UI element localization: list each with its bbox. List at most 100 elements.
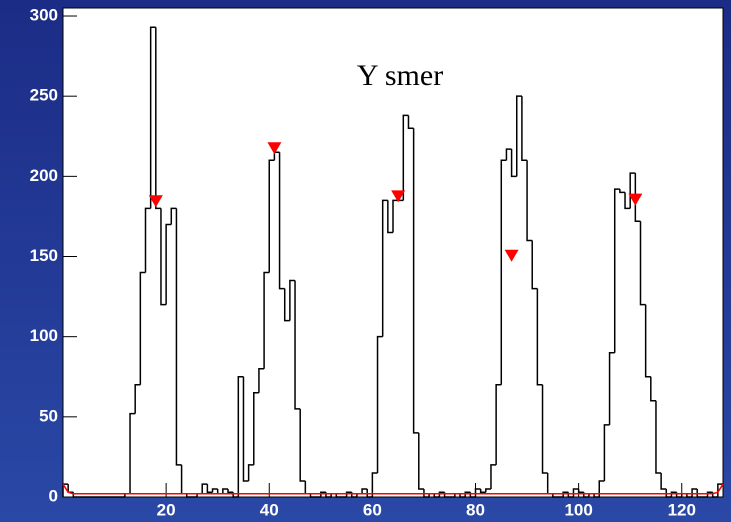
histogram-bin (608, 351, 615, 425)
histogram-bin (376, 335, 383, 473)
histogram-bin (552, 493, 558, 498)
histogram-bin (129, 412, 136, 494)
marker (391, 190, 406, 203)
histogram-bin (479, 488, 486, 493)
y-tick-label: 100 (30, 326, 58, 345)
histogram-bin (387, 200, 393, 234)
histogram-bin (505, 148, 512, 161)
y-tick-label: 200 (30, 166, 58, 185)
histogram-bin (686, 493, 693, 498)
marker (148, 195, 163, 208)
marker (628, 193, 643, 206)
histogram-bin (495, 384, 502, 465)
histogram-bin (366, 488, 373, 498)
histogram-bin (459, 493, 466, 498)
histogram-bin (402, 114, 409, 201)
histogram-bin (227, 488, 234, 493)
histogram-bin (139, 271, 146, 385)
histogram-bin (222, 488, 228, 494)
histogram-bin (490, 464, 497, 489)
histogram-bin (371, 472, 378, 497)
histogram-bin (149, 26, 156, 209)
histogram-bin (706, 491, 713, 497)
plot-area (62, 7, 724, 498)
histogram-bin (521, 96, 528, 162)
histogram-bin (541, 384, 548, 474)
histogram-bin (603, 424, 610, 481)
histogram-bin (294, 280, 301, 410)
histogram-bin (392, 199, 399, 233)
x-tick-label: 20 (157, 500, 176, 519)
histogram-bin (418, 432, 424, 490)
y-tick-label: 250 (30, 86, 58, 105)
histogram-bin (268, 159, 275, 273)
baseline-line (62, 483, 724, 495)
histogram-bin (660, 472, 667, 490)
histogram-bin (665, 488, 672, 498)
histogram-bin (237, 376, 244, 497)
histogram-bin (320, 491, 326, 497)
histogram-bin (299, 408, 306, 482)
histogram-bin (206, 484, 213, 493)
histogram-bin (577, 488, 584, 493)
histogram-bin (144, 207, 151, 273)
y-tick-label: 0 (49, 486, 58, 505)
histogram-bin (634, 173, 641, 222)
histogram-bin (650, 376, 656, 402)
marker (267, 142, 282, 155)
histogram-bin (201, 483, 208, 494)
histogram-bin (186, 493, 192, 498)
marker (504, 249, 519, 262)
histogram-bin (175, 208, 182, 466)
x-tick-label: 60 (363, 500, 382, 519)
histogram-bin (423, 488, 430, 498)
x-tick-label: 100 (564, 500, 592, 519)
histogram-bin (160, 208, 167, 306)
histogram-bin (433, 493, 440, 498)
histogram-bin (516, 95, 522, 177)
histogram-bin (593, 493, 600, 498)
histogram-bin (613, 188, 620, 353)
histogram-bin (155, 27, 161, 210)
x-tick-label: 80 (466, 500, 485, 519)
histogram-bin (242, 376, 249, 482)
histogram-bin (562, 491, 569, 497)
x-tick-label: 40 (260, 500, 279, 519)
histogram-bin (644, 304, 651, 378)
histogram-bin (335, 493, 342, 498)
histogram-bin (696, 488, 703, 498)
histogram-bin (263, 271, 270, 369)
histogram-bin (655, 400, 662, 474)
histogram-bin (531, 240, 538, 290)
histogram-bin (500, 159, 507, 385)
y-tick-label: 50 (39, 406, 58, 425)
y-tick-label: 150 (30, 246, 58, 265)
histogram-bin (165, 223, 172, 305)
histogram-bin (438, 491, 445, 497)
histogram-bin (170, 207, 177, 225)
histogram-bin (598, 480, 605, 497)
histogram-bin (283, 288, 290, 322)
histogram-bin (278, 152, 285, 290)
histogram-bin (247, 464, 254, 481)
histogram-bin (464, 491, 471, 497)
histogram-bin (407, 115, 414, 129)
histogram-bin (134, 384, 141, 414)
histogram-bin (619, 189, 626, 194)
x-tick-label: 120 (668, 500, 696, 519)
y-tick-label: 300 (30, 6, 58, 25)
histogram-bin (624, 192, 631, 210)
annotation: Y smer (357, 59, 443, 92)
histogram-bin (361, 488, 368, 494)
histogram-bin (485, 488, 491, 493)
histogram-bin (412, 128, 419, 434)
histogram-bin (258, 367, 265, 393)
histogram-bin (639, 221, 646, 306)
histogram-bin (670, 491, 677, 497)
histogram-bin (510, 149, 517, 178)
histogram-bin (253, 392, 259, 465)
histogram-bin (536, 288, 543, 386)
histogram-bin (309, 493, 316, 498)
